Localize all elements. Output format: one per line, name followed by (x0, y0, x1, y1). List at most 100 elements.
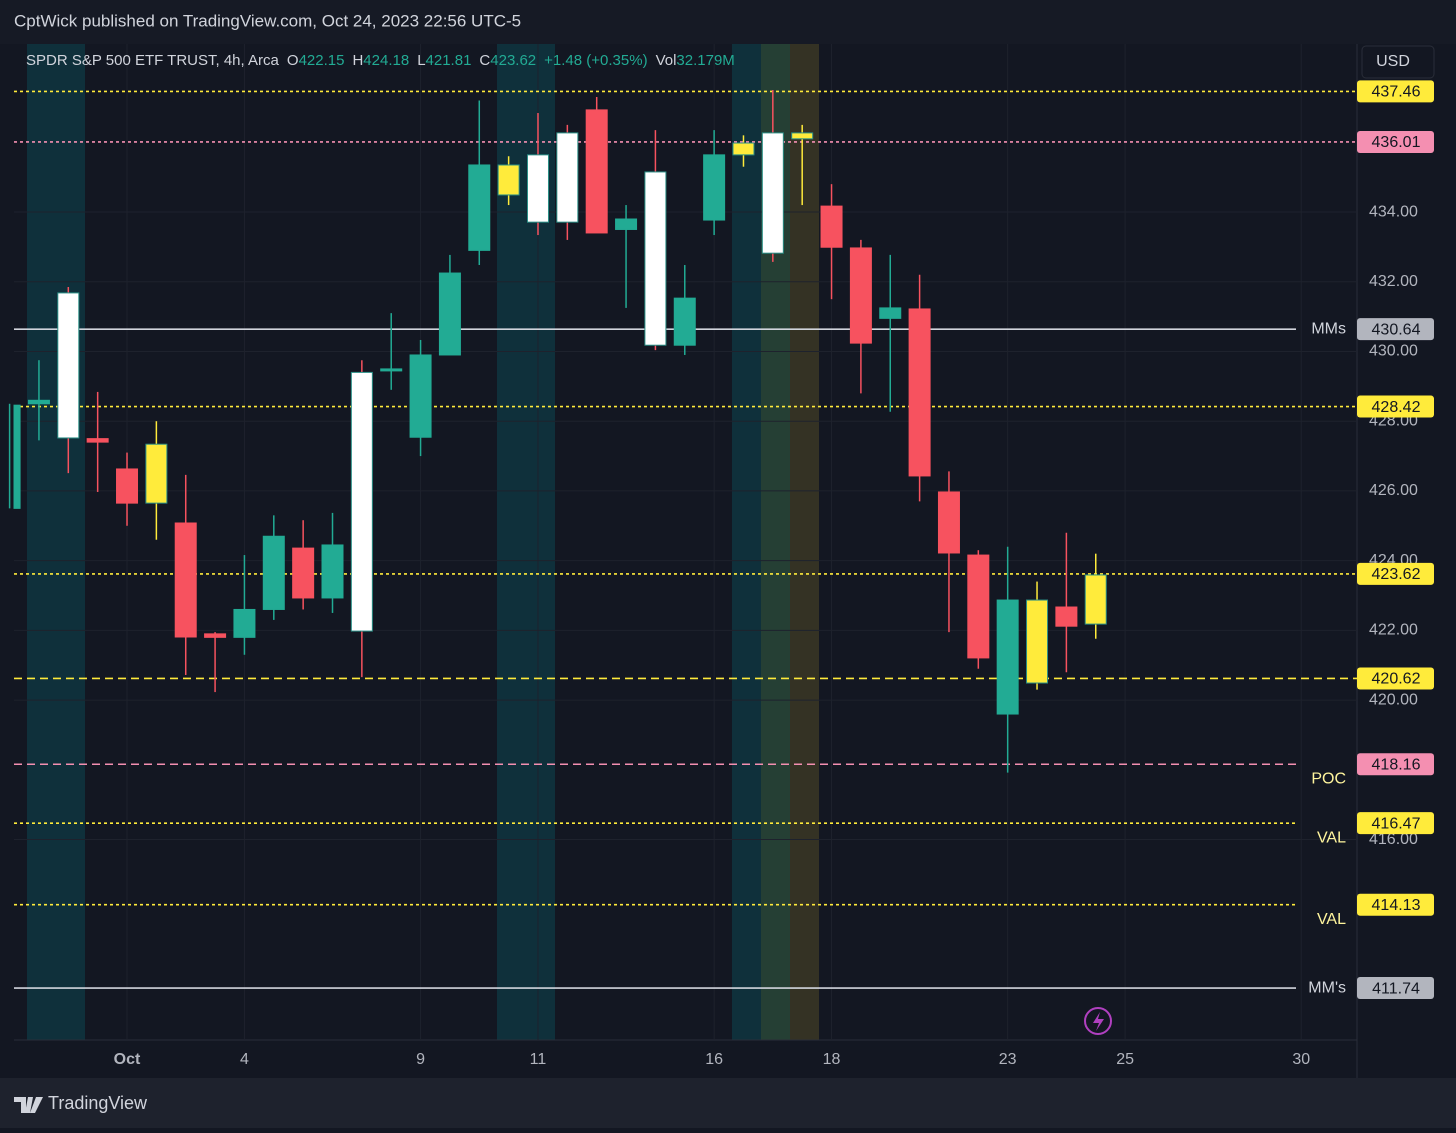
candle-body (380, 368, 403, 372)
candle-body (879, 307, 902, 319)
price-label-box (1357, 80, 1434, 103)
candle-body (57, 292, 80, 439)
legend-item: H (352, 52, 363, 69)
price-label: 428.42 (1372, 399, 1421, 416)
price-label-box (1357, 318, 1434, 341)
candle-body (262, 535, 285, 610)
x-tick-label: 11 (530, 1051, 547, 1068)
legend-item: 422.15 (299, 52, 345, 69)
candles (8, 90, 1107, 773)
x-tick-label: 9 (416, 1051, 425, 1068)
candle-body (703, 154, 726, 221)
legend-item: 32.179M (676, 52, 734, 69)
y-tick-label: 430.00 (1369, 343, 1418, 360)
legend-item: L (417, 52, 425, 69)
candle-body (145, 443, 168, 504)
level-name: VAL (1317, 911, 1346, 928)
candle-body (556, 132, 579, 223)
candle-body (644, 171, 667, 346)
legend-item: C (479, 52, 490, 69)
candle-body (233, 608, 256, 638)
candle-body (13, 404, 21, 509)
candle-body (820, 205, 843, 248)
price-label: 436.01 (1372, 134, 1421, 151)
footer-bar (0, 1078, 1456, 1128)
price-label-box (1357, 812, 1434, 835)
level-name: VAL (1317, 829, 1346, 846)
x-tick-label: 25 (1116, 1051, 1134, 1068)
currency-button[interactable] (1361, 45, 1435, 79)
level-name: MMs (1311, 320, 1346, 337)
legend-item: SPDR S&P 500 ETF TRUST, 4h, Arca (26, 52, 280, 69)
candle-body (908, 308, 931, 477)
price-label-box (1357, 893, 1434, 916)
candle-body (615, 218, 638, 230)
candle-body (204, 633, 227, 638)
y-tick-label: 434.00 (1369, 203, 1418, 220)
candle-body (86, 438, 109, 443)
legend-item: Vol (656, 52, 677, 69)
y-tick-label: 426.00 (1369, 482, 1418, 499)
x-tick-label: 30 (1292, 1051, 1310, 1068)
candle-body (350, 371, 373, 632)
y-tick-label: 420.00 (1369, 691, 1418, 708)
byline: CptWick published on TradingView.com, Oc… (14, 11, 521, 30)
candle-body (1084, 574, 1107, 625)
candle-body (409, 354, 432, 438)
candle-body (116, 468, 139, 504)
candle-body (1055, 606, 1078, 627)
price-label: 416.47 (1372, 815, 1421, 832)
labels: 416.00420.00422.00424.00426.00428.00430.… (114, 80, 1434, 1068)
legend: SPDR S&P 500 ETF TRUST, 4h, Arca O422.15 H… (26, 52, 735, 69)
candle-body (791, 132, 814, 140)
legend-item: 421.81 (426, 52, 472, 69)
price-label-box (1357, 667, 1434, 690)
session-band (27, 44, 85, 1040)
level-name: POC (1311, 770, 1346, 787)
header-bar (0, 0, 1456, 44)
price-label: 420.62 (1372, 671, 1421, 688)
session-band (732, 44, 761, 1040)
price-label-box (1357, 753, 1434, 776)
legend-item: 424.18 (363, 52, 409, 69)
price-label-box (1357, 130, 1434, 153)
price-label: 437.46 (1372, 84, 1421, 101)
candle-body (967, 554, 990, 659)
candle-body (937, 491, 960, 554)
candle-body (761, 132, 784, 254)
alert-icon-bolt (1093, 1012, 1104, 1031)
x-tick-label: Oct (114, 1051, 141, 1068)
candle-body (174, 522, 197, 638)
legend-item: +1.48 (+0.35%) (544, 52, 647, 69)
candle-body (673, 297, 696, 346)
price-label-box (1357, 395, 1434, 418)
price-label: 430.64 (1372, 321, 1421, 338)
candle-body (849, 247, 872, 344)
price-label: 418.16 (1372, 756, 1421, 773)
y-tick-label: 422.00 (1369, 622, 1418, 639)
session-band (790, 44, 819, 1040)
candle-body (996, 599, 1019, 715)
y-tick-label: 432.00 (1369, 273, 1418, 290)
price-label-box (1357, 977, 1434, 1000)
candle-body (468, 164, 491, 251)
candle-body (1026, 599, 1049, 684)
level-name: MM's (1308, 979, 1346, 996)
legend-item: O (287, 52, 299, 69)
legend-item: 423.62 (490, 52, 536, 69)
alert-icon[interactable] (1084, 1007, 1112, 1035)
candle-body (27, 399, 50, 405)
price-label: 423.62 (1372, 566, 1421, 583)
x-tick-label: 4 (240, 1051, 249, 1068)
price-label-box (1357, 562, 1434, 585)
candle-body (497, 164, 520, 196)
x-tick-label: 16 (705, 1051, 723, 1068)
x-tick-label: 23 (999, 1051, 1017, 1068)
x-tick-label: 18 (823, 1051, 841, 1068)
price-label: 411.74 (1372, 980, 1420, 997)
candle-body (526, 154, 549, 223)
currency-label[interactable]: USD (1376, 53, 1410, 70)
